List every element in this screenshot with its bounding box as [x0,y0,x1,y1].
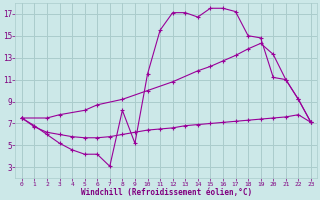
X-axis label: Windchill (Refroidissement éolien,°C): Windchill (Refroidissement éolien,°C) [81,188,252,197]
